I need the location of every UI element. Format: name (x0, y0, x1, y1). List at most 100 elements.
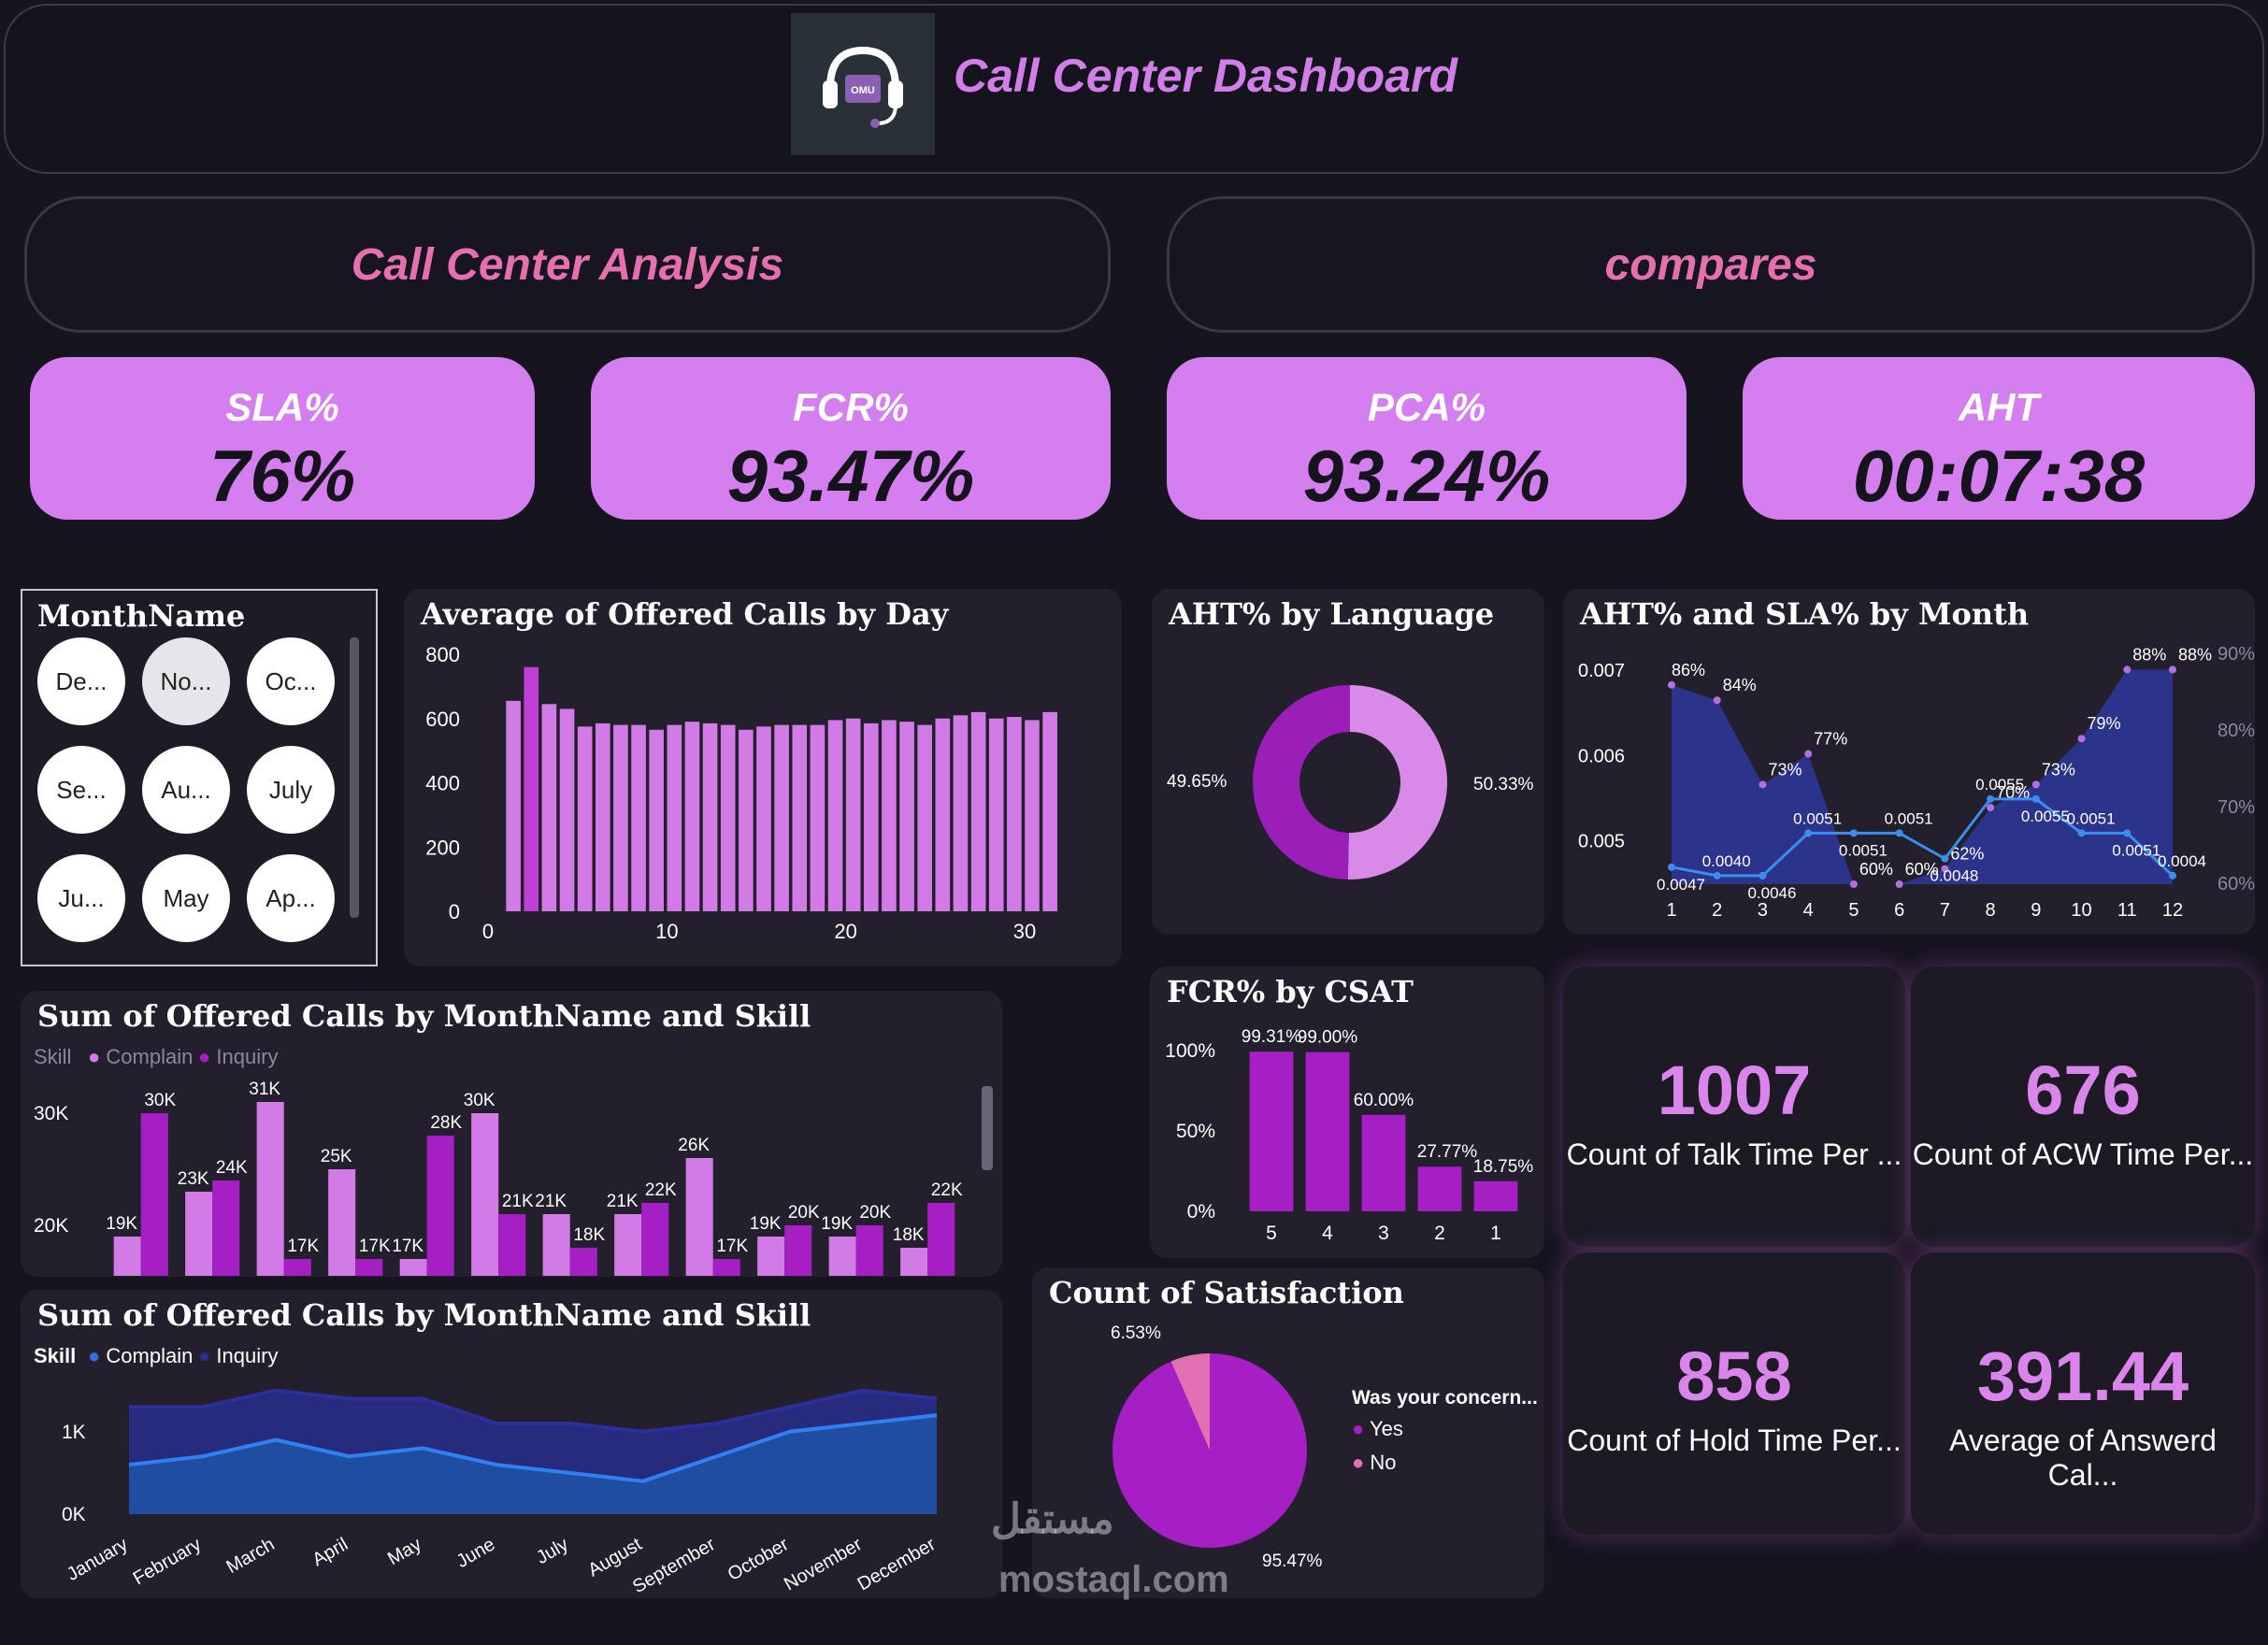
y-tick-label: 0 (449, 900, 460, 923)
bar (649, 729, 665, 911)
aht-point (2077, 829, 2086, 837)
legend-item-complain: ● Complain (88, 1045, 194, 1068)
bar (1473, 1180, 1518, 1211)
bar (577, 726, 593, 911)
bar-complain (256, 1102, 284, 1276)
slicer-item-november[interactable]: No... (142, 637, 230, 725)
aht-data-label: 0.0051 (1839, 841, 1888, 859)
aht-point (1849, 829, 1858, 837)
bar (631, 724, 646, 911)
stat-hold-time-card: 858 Count of Hold Time Per... (1563, 1252, 1905, 1535)
x-tick-label: May (384, 1534, 425, 1569)
slicer-item-september[interactable]: Se... (37, 746, 125, 834)
data-label: 27.77% (1417, 1142, 1478, 1162)
y-tick-label: 0% (1187, 1201, 1215, 1223)
slicer-item-june[interactable]: Ju... (37, 854, 125, 942)
data-label-inquiry: 17K (716, 1237, 748, 1256)
stat-answered-calls-card: 391.44 Average of Answerd Cal... (1911, 1252, 2255, 1535)
data-label-inquiry: 21K (502, 1192, 534, 1211)
aht-point (1895, 829, 1903, 837)
bar (506, 700, 521, 911)
bar-complain (399, 1259, 427, 1276)
donut-slice (1347, 685, 1447, 880)
y-tick-label: 200 (425, 836, 460, 859)
sla-data-label: 60% (1859, 860, 1893, 879)
logo-text: OMU (851, 85, 875, 96)
bar (863, 722, 879, 911)
x-tick-label: July (533, 1534, 572, 1568)
month-slicer: MonthName De... No... Oc... Se... Au... … (21, 589, 378, 966)
y-tick-label-left: 0.005 (1578, 831, 1625, 851)
chart-title: AHT% and SLA% by Month (1580, 596, 2030, 632)
data-label-complain: 31K (249, 1080, 280, 1099)
sla-point (1804, 750, 1813, 758)
y-tick-label: 0K (62, 1504, 86, 1525)
aht-point (1713, 871, 1721, 880)
y-tick-label: 50% (1176, 1121, 1215, 1142)
stat-hold-time-caption: Count of Hold Time Per... (1567, 1423, 1902, 1457)
bar (595, 722, 610, 911)
data-label-inquiry: 22K (645, 1180, 677, 1200)
bar (882, 720, 897, 911)
slicer-item-december[interactable]: De... (37, 637, 125, 725)
bar-inquiry (569, 1248, 597, 1276)
aht-data-label: 0.0055 (1975, 776, 2024, 794)
aht-data-label: 0.0051 (1885, 809, 1933, 827)
data-label-inquiry: 30K (144, 1091, 176, 1110)
bar-complain (685, 1158, 713, 1276)
bar (524, 666, 539, 911)
sla-point (2077, 735, 2086, 743)
sla-data-label: 86% (1672, 661, 1705, 679)
aht-point (1668, 863, 1675, 871)
stat-hold-time-value: 858 (1676, 1337, 1792, 1415)
data-label-complain: 19K (821, 1214, 853, 1234)
sla-point (1895, 880, 1903, 888)
kpi-aht-label: AHT (1958, 385, 2040, 429)
count-of-satisfaction-chart: 6.53% 95.47% (1111, 1323, 1323, 1571)
bar (756, 726, 771, 911)
data-label-complain: 25K (321, 1147, 352, 1166)
data-label-inquiry: 17K (359, 1237, 391, 1256)
inquiry-line (129, 1388, 938, 1434)
aht-point (1758, 871, 1767, 880)
chart-title: Sum of Offered Calls by MonthName and Sk… (37, 1297, 811, 1333)
y-tick-label-left: 0.007 (1578, 661, 1625, 681)
x-tick-label: 7 (1940, 900, 1950, 921)
slicer-scrollbar[interactable] (350, 637, 359, 918)
bar-inquiry (355, 1259, 383, 1276)
data-label-inquiry: 28K (430, 1113, 462, 1133)
aht-point (2123, 829, 2132, 837)
stat-acw-time-caption: Count of ACW Time Per... (1912, 1137, 2254, 1171)
pie-slice (1112, 1353, 1307, 1548)
bar (559, 708, 575, 911)
complain-line (128, 1413, 938, 1483)
x-tick-label: November (781, 1534, 866, 1595)
x-tick-label: 6 (1894, 900, 1904, 921)
bar-complain (614, 1214, 642, 1276)
kpi-aht-value: 00:07:38 (1852, 435, 2146, 517)
stat-talk-time-card: 1007 Count of Talk Time Per ... (1563, 966, 1905, 1247)
slicer-item-july[interactable]: July (247, 746, 335, 834)
kpi-pca-value: 93.24% (1302, 435, 1551, 517)
section-compares: compares (1167, 196, 2255, 333)
x-tick-label: 3 (1758, 900, 1768, 921)
kpi-aht-card: AHT 00:07:38 (1743, 357, 2255, 520)
aht-point (1941, 854, 1949, 863)
slicer-item-august[interactable]: Au... (142, 746, 230, 834)
slicer-item-october[interactable]: Oc... (247, 637, 335, 725)
donut-slice (1252, 685, 1350, 880)
bar-inquiry (784, 1225, 812, 1276)
bar (774, 724, 789, 911)
slicer-item-april[interactable]: Ap... (247, 854, 335, 942)
chart-scrollbar[interactable] (982, 1086, 993, 1170)
y-tick-label: 1K (62, 1422, 86, 1443)
sla-point (2031, 780, 2040, 789)
data-label-inquiry: 17K (287, 1237, 319, 1256)
aht-point (2169, 871, 2176, 880)
y-tick-label: 800 (425, 643, 460, 666)
slicer-item-may[interactable]: May (142, 854, 230, 942)
bar (845, 718, 861, 911)
bar-inquiry (855, 1225, 883, 1276)
